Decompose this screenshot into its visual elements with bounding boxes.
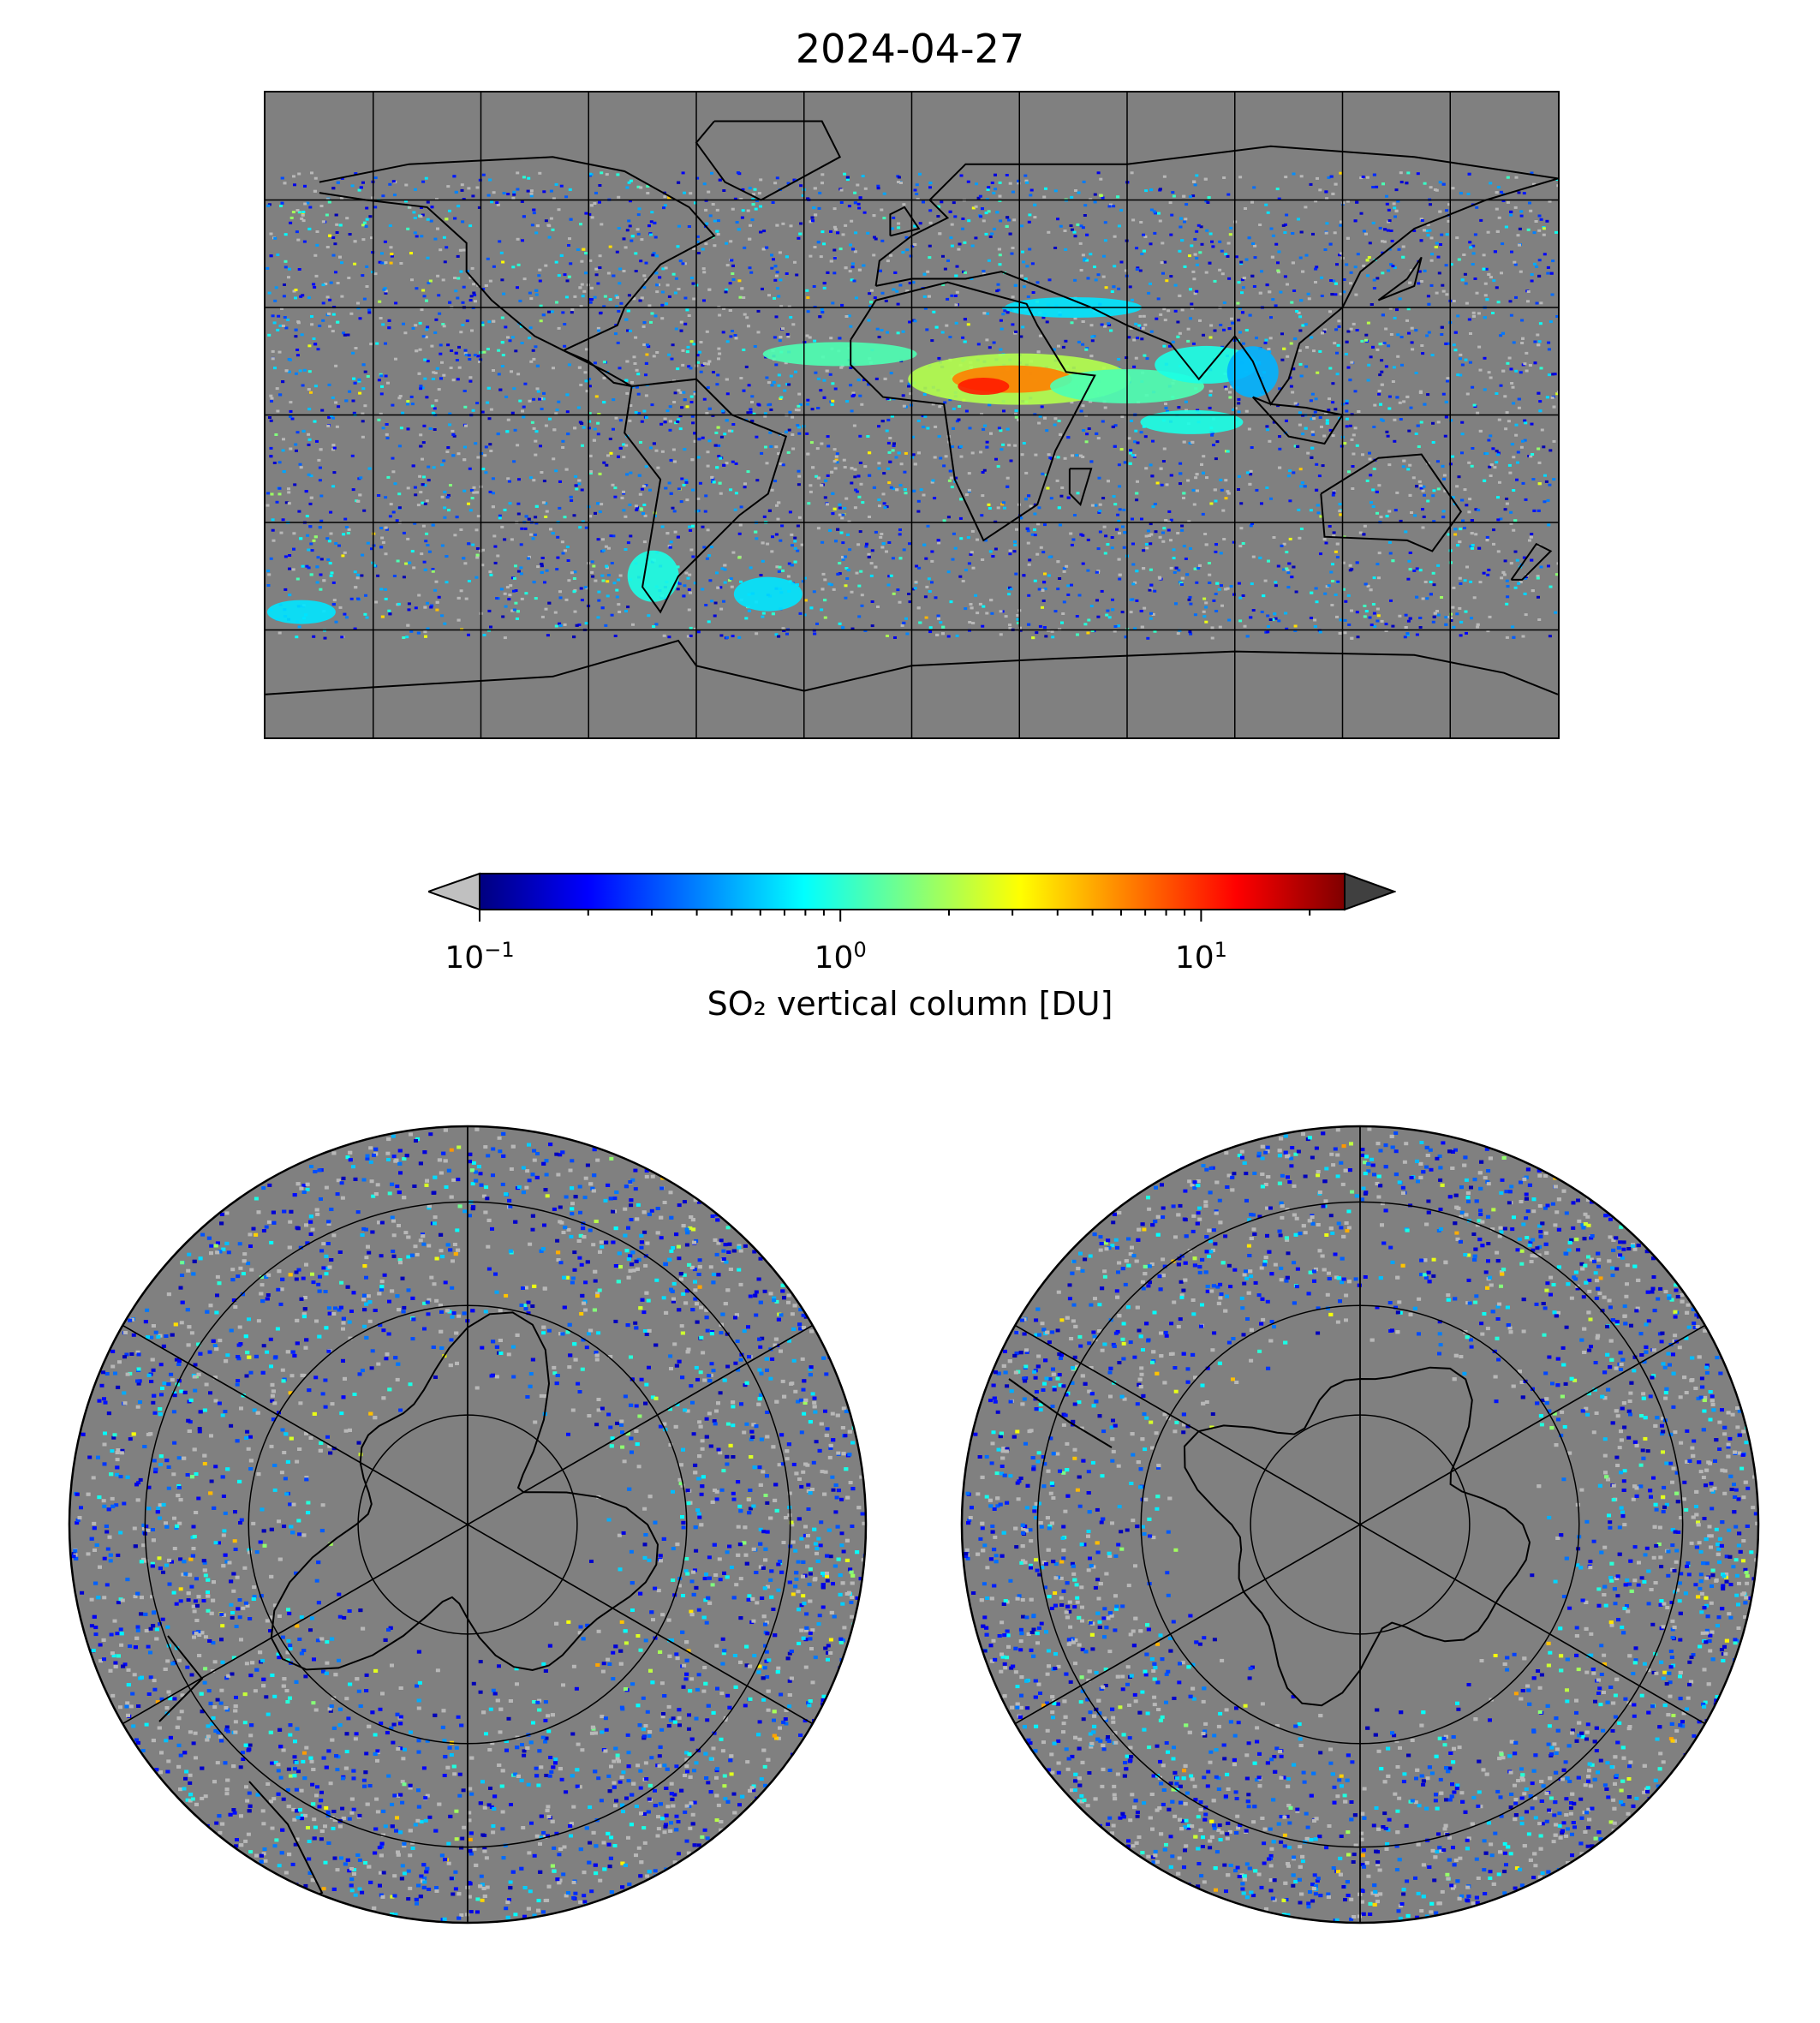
graticule <box>266 92 1558 737</box>
graticule <box>122 1126 814 1923</box>
coastline <box>1377 256 1423 301</box>
colorbar-extend-low <box>425 872 480 911</box>
meridian <box>467 1524 814 1725</box>
polar-boundary <box>960 1125 1760 1925</box>
so2-pixels <box>266 171 1558 640</box>
colorbar-gradient <box>479 873 1346 910</box>
tick-base: 10 <box>445 940 485 976</box>
meridian <box>1359 1324 1706 1525</box>
so2-pixels <box>71 1127 866 1923</box>
coastline <box>1183 1366 1531 1707</box>
coastline <box>1320 453 1463 552</box>
north-polar-canvas <box>68 1125 868 1925</box>
colorbar-tick-label: 100 <box>815 938 867 976</box>
so2-pixels <box>964 1127 1758 1923</box>
tick-base: 10 <box>1174 940 1214 976</box>
south-polar-map <box>958 1122 1763 1927</box>
colorbar-tick-label: 10−1 <box>445 938 514 976</box>
coastline <box>266 639 1558 695</box>
colorbar-label: SO₂ vertical column [DU] <box>707 985 1113 1023</box>
coastline <box>1008 1378 1113 1448</box>
graticule <box>1014 1126 1706 1923</box>
coastline <box>850 281 1096 542</box>
colorbar <box>425 872 1397 1026</box>
meridian <box>467 1324 814 1525</box>
coastline <box>1068 468 1093 506</box>
tick-exponent: 1 <box>1214 938 1227 962</box>
meridian <box>1359 1524 1706 1725</box>
coastline <box>270 1311 659 1672</box>
coastline <box>158 1635 204 1722</box>
meridian <box>1014 1324 1361 1525</box>
tick-base: 10 <box>814 940 854 976</box>
so2-plume <box>266 297 1279 624</box>
tick-exponent: 0 <box>853 938 867 962</box>
coastline <box>889 206 921 237</box>
global-map <box>264 91 1560 739</box>
south-polar-canvas <box>960 1125 1760 1925</box>
coastline <box>1510 542 1553 581</box>
colorbar-graphic <box>425 872 1397 922</box>
polar-boundary <box>68 1125 868 1925</box>
meridian <box>122 1324 468 1525</box>
colorbar-tick-label: 101 <box>1175 938 1227 976</box>
meridian <box>1014 1524 1361 1725</box>
north-polar-map <box>65 1122 870 1927</box>
figure-title: 2024-04-27 <box>795 26 1025 72</box>
global-map-canvas <box>266 92 1558 737</box>
coastlines <box>1008 1366 1531 1707</box>
meridian <box>122 1524 468 1725</box>
coastline <box>624 378 788 614</box>
colorbar-extend-high <box>1344 872 1397 911</box>
tick-exponent: −1 <box>484 938 515 962</box>
